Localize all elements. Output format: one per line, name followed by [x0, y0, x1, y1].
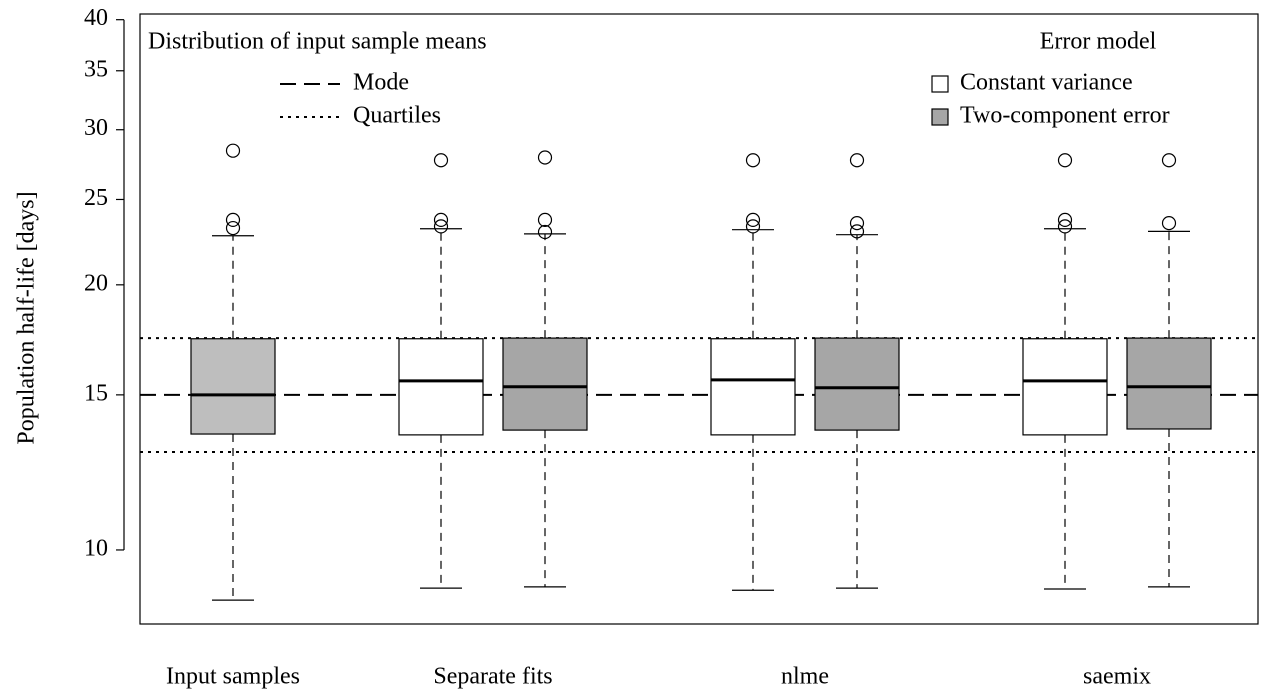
legend-label: Two-component error — [960, 103, 1170, 129]
box — [398, 338, 484, 436]
box — [814, 337, 900, 431]
y-tick-label: 15 — [84, 380, 108, 406]
reference-title: Distribution of input sample means — [148, 29, 487, 55]
box — [190, 338, 276, 435]
outlier — [537, 224, 553, 240]
y-tick-label: 35 — [84, 56, 108, 82]
outlier — [1057, 153, 1073, 168]
outlier — [225, 212, 241, 227]
legend-label: Constant variance — [960, 70, 1133, 96]
outlier — [225, 143, 241, 158]
outlier — [745, 212, 761, 227]
outlier — [745, 153, 761, 168]
y-tick-label: 20 — [84, 270, 108, 296]
box — [710, 338, 796, 436]
x-tick-label: Separate fits — [433, 664, 552, 690]
outlier — [537, 212, 553, 227]
outlier — [849, 153, 865, 168]
outlier — [1057, 212, 1073, 227]
plot-frame — [139, 13, 1259, 625]
x-tick-label: Input samples — [166, 664, 300, 690]
outlier — [849, 216, 865, 231]
outlier — [433, 153, 449, 168]
outlier — [1161, 216, 1177, 231]
outlier — [745, 219, 761, 234]
box — [1126, 337, 1212, 430]
y-axis-label: Population half-life [days] — [14, 191, 40, 444]
y-tick-label: 40 — [84, 5, 108, 31]
outlier — [433, 212, 449, 227]
outlier — [1161, 153, 1177, 168]
legend-swatch — [931, 75, 949, 93]
box — [502, 337, 588, 431]
reference-legend-label: Mode — [353, 70, 409, 96]
y-tick-label: 30 — [84, 115, 108, 141]
reference-legend-label: Quartiles — [353, 103, 441, 129]
outlier — [225, 220, 241, 236]
box — [1022, 338, 1108, 436]
outlier — [849, 224, 865, 239]
outlier — [1057, 219, 1073, 234]
outlier — [537, 150, 553, 165]
x-tick-label: saemix — [1083, 664, 1151, 690]
y-tick-label: 10 — [84, 535, 108, 561]
legend-swatch — [931, 108, 949, 126]
outlier — [433, 219, 449, 234]
x-tick-label: nlme — [781, 664, 829, 690]
legend-title: Error model — [1040, 29, 1157, 55]
y-tick-label: 25 — [84, 185, 108, 211]
